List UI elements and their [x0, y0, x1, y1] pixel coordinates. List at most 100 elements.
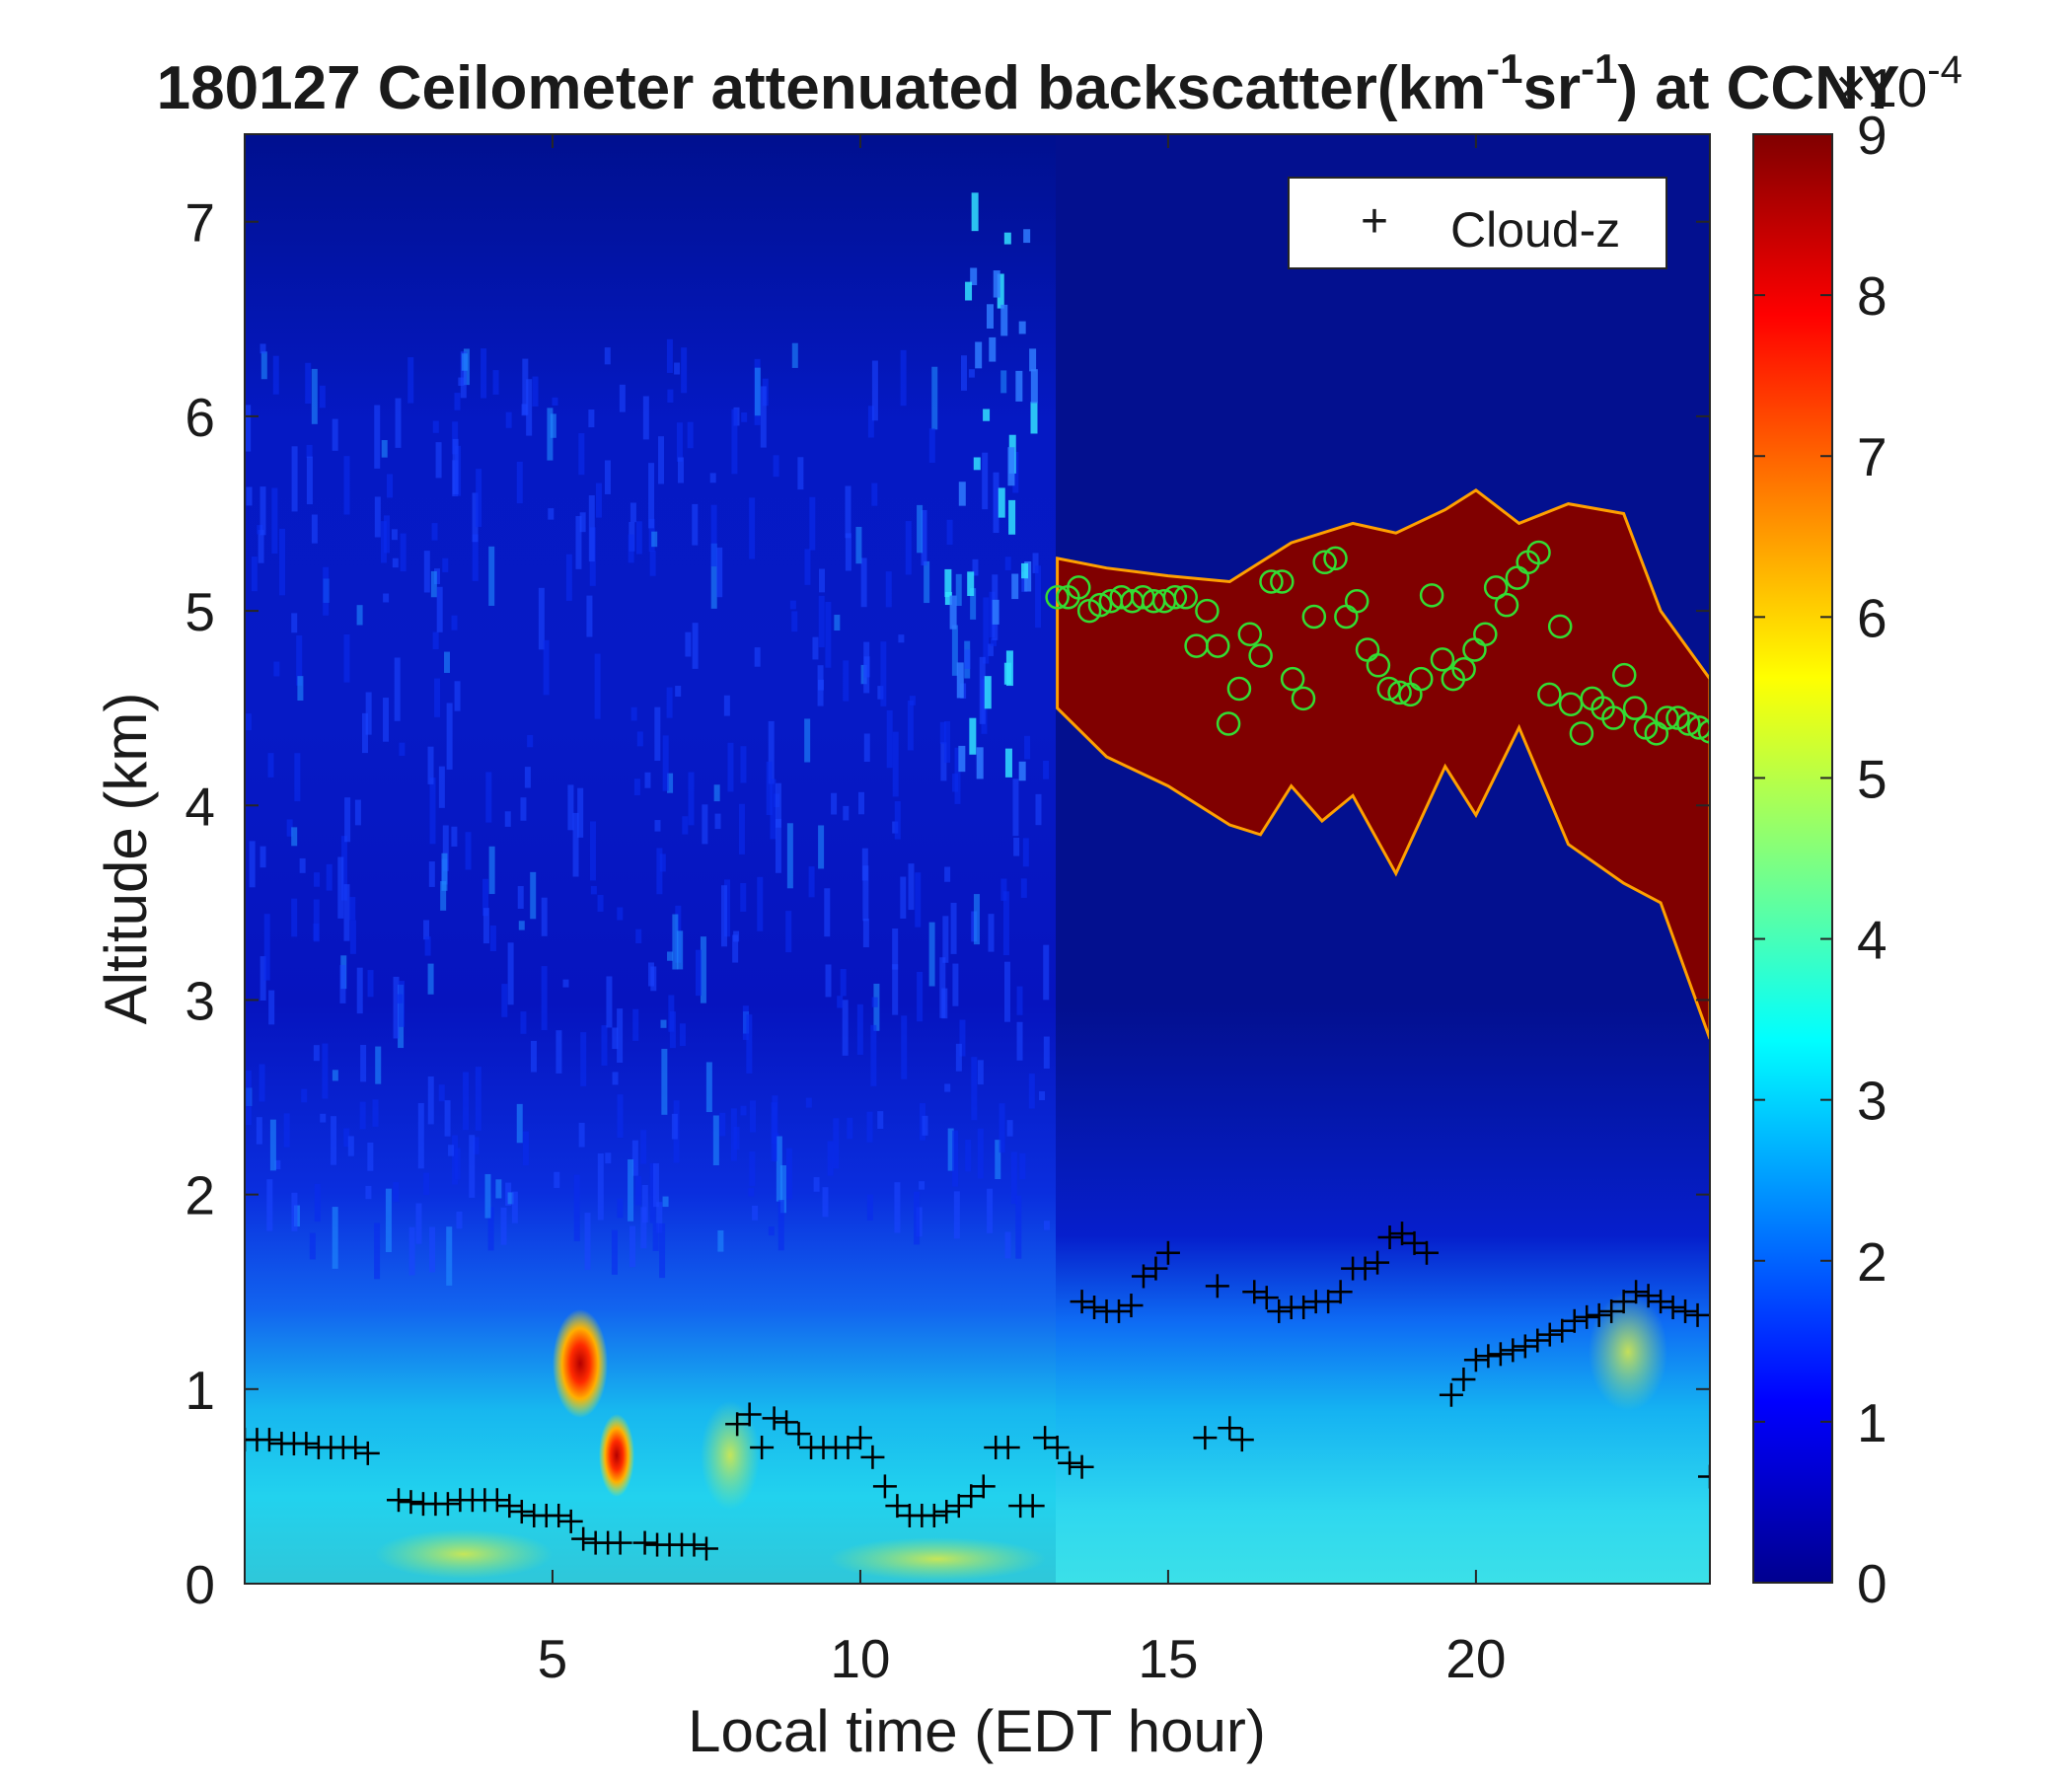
- speckle: [907, 700, 914, 751]
- cloud-z-marker: [1033, 1426, 1058, 1450]
- cloud-top-circle: [1601, 705, 1626, 730]
- speckle: [654, 820, 661, 832]
- speckle: [651, 531, 658, 548]
- speckle: [666, 687, 673, 718]
- speckle: [928, 922, 935, 987]
- speckle: [971, 192, 979, 232]
- speckle: [892, 928, 899, 970]
- cloud-z-marker: [1218, 1416, 1242, 1441]
- cloud-z-marker: [1562, 1308, 1587, 1333]
- x-tick-label: 15: [1138, 1628, 1198, 1689]
- speckle: [649, 551, 656, 576]
- speckle: [259, 343, 266, 354]
- speckle: [286, 819, 293, 837]
- speckle: [914, 1191, 921, 1245]
- speckle: [343, 1128, 350, 1148]
- speckle: [1030, 369, 1038, 404]
- speckle: [837, 996, 844, 1008]
- speckle: [714, 813, 721, 830]
- warm-blob: [1589, 1293, 1667, 1411]
- speckle: [682, 816, 689, 835]
- cloud-z-marker: [1439, 1382, 1463, 1407]
- speckle: [522, 1131, 529, 1166]
- speckle: [1015, 1195, 1022, 1259]
- speckle: [320, 1113, 327, 1123]
- cloud-z-marker: [1698, 1464, 1710, 1489]
- speckle: [429, 1226, 436, 1273]
- cloud-top-circles: [1045, 540, 1710, 746]
- speckle: [1028, 1074, 1035, 1109]
- speckle: [942, 916, 949, 963]
- speckle: [970, 267, 978, 285]
- cloud-z-marker: [1550, 1318, 1575, 1343]
- speckle: [723, 695, 730, 716]
- speckle: [381, 440, 388, 458]
- speckle: [631, 1140, 638, 1176]
- speckle: [972, 558, 979, 576]
- cloud-z-marker: [1316, 1290, 1341, 1314]
- speckle: [433, 568, 440, 585]
- speckle: [507, 1192, 514, 1205]
- speckle: [952, 963, 959, 1006]
- speckle: [442, 557, 449, 572]
- speckle: [463, 1072, 470, 1131]
- speckle: [754, 367, 761, 416]
- speckle: [263, 914, 270, 981]
- speckle: [905, 521, 912, 575]
- cloud-z-marker: [1353, 1256, 1377, 1281]
- colorbar-gradient: [1752, 133, 1833, 1584]
- speckle: [319, 385, 326, 408]
- cloud-top-circle: [1237, 622, 1263, 647]
- speckle: [339, 965, 346, 1003]
- cloud-top-circle: [1045, 585, 1070, 610]
- speckle: [740, 746, 747, 783]
- speckle: [541, 966, 548, 1031]
- speckle: [393, 1182, 400, 1203]
- speckle: [260, 351, 267, 380]
- colorbar-exponent-power: -4: [1927, 48, 1962, 92]
- speckle: [432, 420, 439, 433]
- speckle: [656, 1202, 663, 1233]
- cloud-z-marker: [1205, 1274, 1229, 1299]
- speckle: [855, 526, 862, 564]
- cloud-top-circle: [1622, 696, 1648, 720]
- speckle: [685, 631, 692, 657]
- speckle: [266, 1179, 273, 1231]
- speckle: [959, 1019, 966, 1057]
- cloud-top-circle: [1537, 682, 1562, 707]
- speckle: [408, 1226, 415, 1276]
- speckle: [641, 1184, 648, 1223]
- speckle: [567, 784, 574, 831]
- speckle: [431, 523, 438, 541]
- speckle: [917, 971, 924, 1022]
- speckle: [939, 721, 946, 744]
- speckle: [785, 1148, 792, 1200]
- speckle: [311, 368, 318, 424]
- speckle: [1030, 402, 1038, 434]
- cloud-top-circle: [1686, 715, 1710, 740]
- x-axis-label: Local time (EDT hour): [688, 1698, 1266, 1764]
- speckle: [775, 782, 781, 828]
- cloud-z-marker: [343, 1435, 368, 1459]
- warm-blob: [375, 1529, 553, 1579]
- speckle: [992, 599, 999, 625]
- speckle: [632, 1008, 639, 1041]
- cloud-top-circle: [1087, 592, 1113, 618]
- speckle: [1000, 878, 1007, 901]
- speckle: [958, 482, 966, 506]
- speckle: [749, 1151, 756, 1186]
- speckle: [504, 811, 511, 827]
- speckle: [597, 895, 604, 912]
- speckle: [969, 717, 977, 755]
- speckle: [710, 504, 717, 567]
- cloud-z-marker: [1636, 1284, 1661, 1308]
- speckle: [730, 1108, 737, 1161]
- speckle: [931, 366, 938, 430]
- speckle: [245, 405, 252, 452]
- y-tick-label: 7: [185, 192, 215, 254]
- cloud-z-marker: [971, 1474, 996, 1499]
- speckle: [741, 412, 748, 422]
- speckle: [604, 460, 611, 494]
- speckle: [667, 389, 674, 404]
- speckle: [871, 997, 878, 1007]
